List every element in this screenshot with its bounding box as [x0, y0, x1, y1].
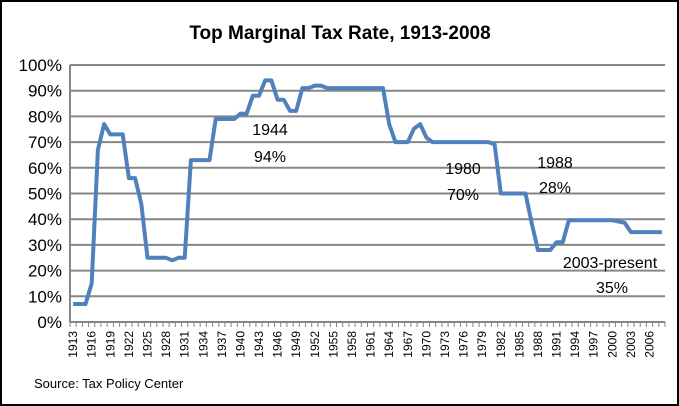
x-tick-label: 1976 [457, 331, 471, 358]
y-tick-label: 90% [28, 82, 62, 101]
source-note: Source: Tax Policy Center [34, 376, 184, 391]
y-tick-label: 80% [28, 107, 62, 126]
x-tick-label: 1937 [215, 331, 229, 358]
x-tick-label: 1922 [122, 331, 136, 358]
annotation-1988-year: 1988 [537, 155, 573, 172]
x-tick-label: 1949 [289, 331, 303, 358]
x-tick-label: 2003 [624, 331, 638, 358]
y-tick-label: 70% [28, 133, 62, 152]
annotation-1944-rate: 94% [254, 149, 286, 166]
x-tick-label: 1928 [159, 331, 173, 358]
x-tick-label: 1919 [103, 331, 117, 358]
x-tick-label: 1931 [178, 331, 192, 358]
x-tick-label: 1988 [531, 331, 545, 358]
chart-title: Top Marginal Tax Rate, 1913-2008 [189, 23, 490, 44]
y-tick-label: 60% [28, 159, 62, 178]
y-tick-label: 20% [28, 262, 62, 281]
x-tick-label: 1970 [419, 331, 433, 358]
annotation-2003-year: 2003-present [563, 255, 658, 272]
annotation-1980-rate: 70% [447, 187, 479, 204]
x-tick-label: 1913 [66, 331, 80, 358]
annotation-1980-year: 1980 [445, 161, 481, 178]
y-tick-label: 50% [28, 185, 62, 204]
x-tick-label: 1961 [364, 331, 378, 358]
x-tick-label: 1916 [85, 331, 99, 358]
x-tick-label: 1991 [550, 331, 564, 358]
x-tick-label: 1940 [233, 331, 247, 358]
annotation-1944-year: 1944 [252, 122, 288, 139]
tax-rate-line [73, 78, 662, 306]
x-tick-label: 1994 [568, 331, 582, 358]
x-tick-label: 1943 [252, 331, 266, 358]
x-tick-label: 1979 [475, 331, 489, 358]
x-tick-label: 1934 [196, 331, 210, 358]
y-tick-label: 0% [37, 313, 62, 332]
x-tick-label: 2000 [605, 331, 619, 358]
x-tick-label: 1946 [271, 331, 285, 358]
x-tick-label: 1958 [345, 331, 359, 358]
y-tick-label: 30% [28, 236, 62, 255]
x-tick-label: 1967 [401, 331, 415, 358]
x-tick-label: 1982 [494, 331, 508, 358]
x-tick-label: 1964 [382, 331, 396, 358]
x-tick-label: 1985 [512, 331, 526, 358]
x-tick-label: 1952 [308, 331, 322, 358]
annotation-2003-rate: 35% [596, 280, 628, 297]
x-tick-label: 1973 [438, 331, 452, 358]
annotation-1988-rate: 28% [539, 180, 571, 197]
x-tick-label: 1997 [587, 331, 601, 358]
x-tick-label: 1955 [326, 331, 340, 358]
x-tick-label: 2006 [643, 331, 657, 358]
x-tick-label: 1925 [140, 331, 154, 358]
y-tick-label: 40% [28, 210, 62, 229]
y-tick-label: 100% [19, 56, 62, 75]
y-tick-label: 10% [28, 287, 62, 306]
